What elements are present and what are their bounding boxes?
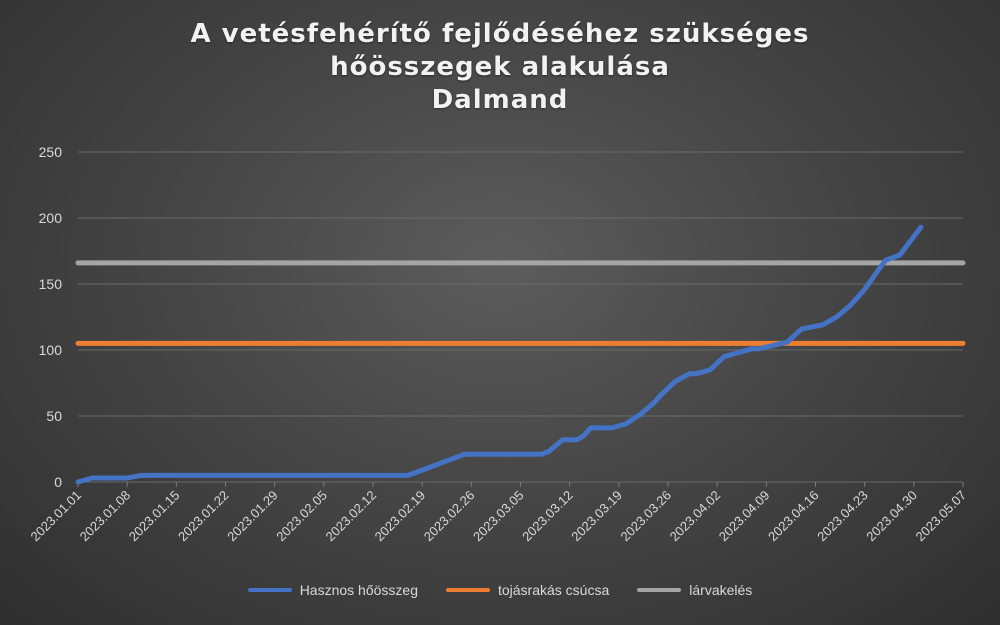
- x-tick-label: 2023.01.08: [77, 488, 134, 545]
- legend-item-tojasrakas-csucsa: tojásrakás csúcsa: [445, 582, 610, 598]
- legend-label: tojásrakás csúcsa: [497, 582, 610, 598]
- legend-swatch-blue: [247, 588, 292, 592]
- x-tick-label: 2023.05.07: [912, 488, 969, 545]
- legend-swatch-gray: [637, 588, 682, 592]
- chart-title: A vetésfehérítő fejlődéséhez szükséges h…: [0, 18, 1000, 117]
- x-tick-label: 2023.03.19: [568, 488, 625, 545]
- x-tick-label: 2023.04.09: [716, 488, 773, 545]
- series-lines: [75, 224, 966, 485]
- x-tick-label: 2023.04.02: [667, 488, 724, 545]
- y-tick-label: 100: [39, 342, 63, 358]
- chart-title-line-2: hőösszegek alakulása: [330, 52, 670, 82]
- y-tick-label: 0: [54, 474, 62, 490]
- x-tick-label: 2023.04.16: [765, 488, 822, 545]
- chart-title-line-3: Dalmand: [431, 85, 569, 115]
- x-tick-label: 2023.01.29: [224, 488, 281, 545]
- x-tick-label: 2023.02.19: [372, 488, 429, 545]
- legend-label: lárvakelés: [689, 582, 753, 598]
- y-tick-label: 150: [39, 276, 63, 292]
- x-tick-label: 2023.01.01: [27, 488, 84, 545]
- x-tick-label: 2023.02.05: [273, 488, 330, 545]
- gridlines: [78, 151, 963, 483]
- y-tick-label: 200: [39, 210, 63, 226]
- x-tick-label: 2023.01.22: [175, 488, 232, 545]
- x-axis-tick-labels: 2023.01.012023.01.082023.01.152023.01.22…: [27, 482, 969, 544]
- series-line-hasznos-hoosszeg: [75, 224, 924, 485]
- x-tick-label: 2023.04.30: [863, 488, 920, 545]
- x-tick-label: 2023.03.12: [519, 488, 576, 545]
- legend-item-larvakeles: lárvakelés: [637, 582, 752, 598]
- x-tick-label: 2023.02.12: [322, 488, 379, 545]
- chart-title-line-1: A vetésfehérítő fejlődéséhez szükséges: [190, 19, 810, 49]
- y-tick-label: 50: [46, 408, 62, 424]
- x-tick-label: 2023.03.26: [617, 488, 674, 545]
- x-tick-label: 2023.01.15: [126, 488, 183, 545]
- x-tick-label: 2023.02.26: [421, 488, 478, 545]
- legend-label: Hasznos hőösszeg: [299, 582, 418, 598]
- legend-swatch-orange: [445, 588, 490, 592]
- legend: Hasznos hőösszeg tojásrakás csúcsa lárva…: [0, 582, 1000, 598]
- y-tick-label: 250: [39, 144, 63, 160]
- x-tick-label: 2023.03.05: [470, 488, 527, 545]
- legend-item-hasznos-hoosszeg: Hasznos hőösszeg: [247, 582, 418, 598]
- y-axis-tick-labels: 0 50 100 150 200 250: [39, 144, 63, 490]
- x-tick-label: 2023.04.23: [814, 488, 871, 545]
